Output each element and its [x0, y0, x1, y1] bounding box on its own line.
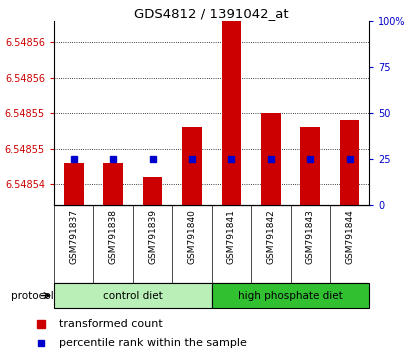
Text: GSM791838: GSM791838 [109, 209, 117, 264]
Bar [300, 127, 320, 205]
FancyBboxPatch shape [212, 283, 369, 308]
Text: GSM791842: GSM791842 [266, 209, 275, 264]
Text: high phosphate diet: high phosphate diet [238, 291, 343, 301]
Text: transformed count: transformed count [59, 319, 163, 329]
Text: protocol: protocol [11, 291, 54, 301]
Text: GSM791841: GSM791841 [227, 209, 236, 264]
Bar [261, 113, 281, 205]
Title: GDS4812 / 1391042_at: GDS4812 / 1391042_at [134, 7, 289, 20]
Bar [340, 120, 359, 205]
Text: GSM791837: GSM791837 [69, 209, 78, 264]
Text: GSM791844: GSM791844 [345, 209, 354, 264]
Text: control diet: control diet [103, 291, 163, 301]
Text: GSM791840: GSM791840 [188, 209, 196, 264]
Bar [143, 177, 162, 205]
Text: percentile rank within the sample: percentile rank within the sample [59, 338, 247, 348]
Text: GSM791839: GSM791839 [148, 209, 157, 264]
Bar [182, 127, 202, 205]
Bar [222, 0, 241, 205]
FancyBboxPatch shape [54, 283, 212, 308]
Bar [103, 163, 123, 205]
Text: GSM791843: GSM791843 [306, 209, 315, 264]
Bar [64, 163, 83, 205]
